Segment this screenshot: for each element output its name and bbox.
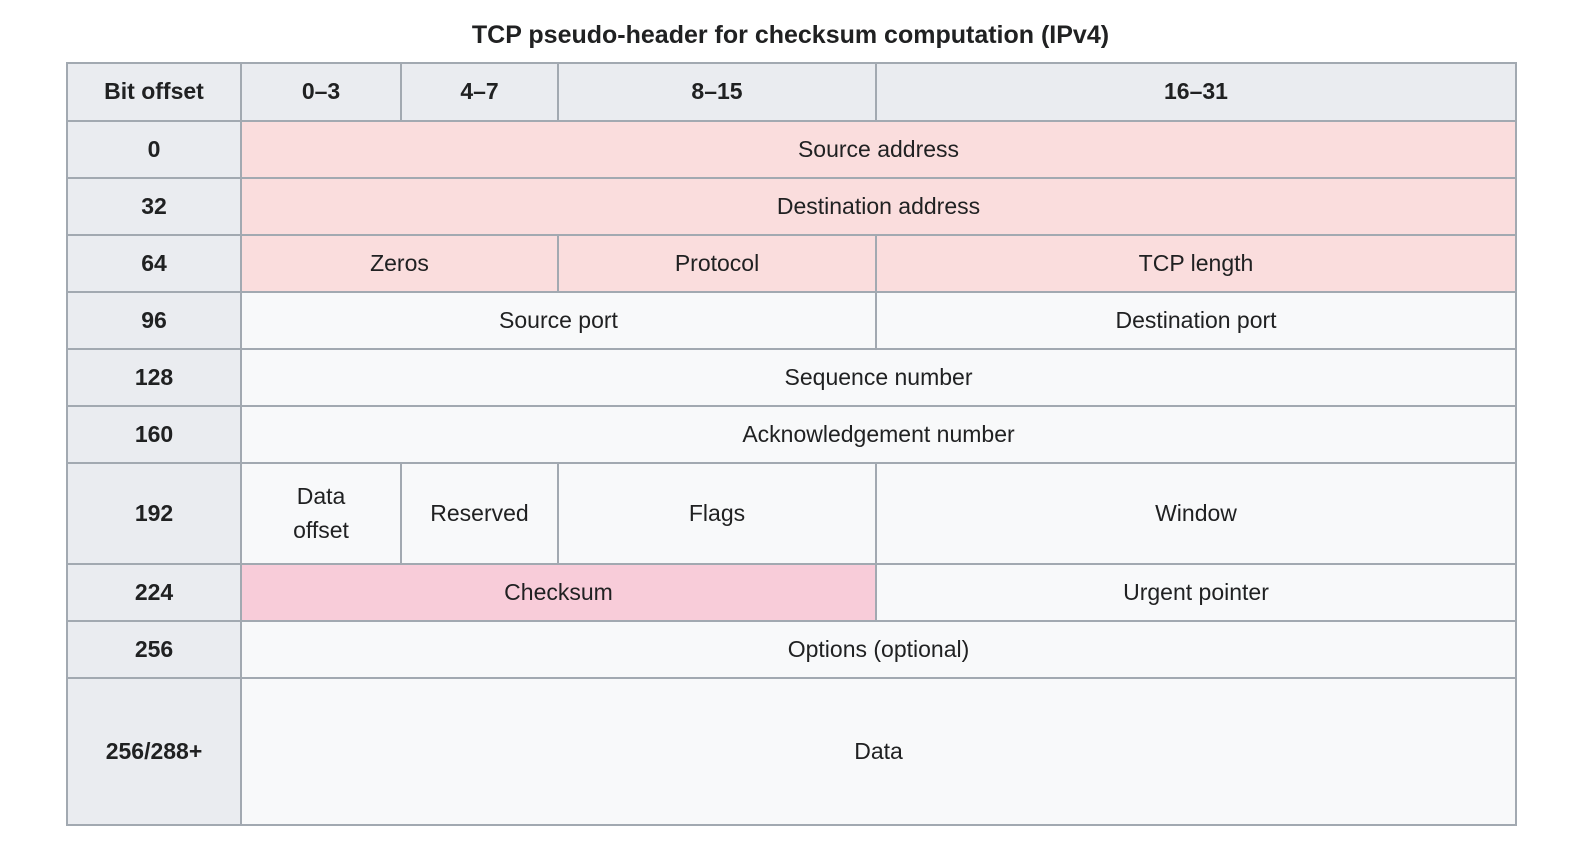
bit-offset-96: 96: [66, 291, 242, 350]
field-cell-reserved: Reserved: [400, 462, 559, 565]
table-row: 32 Destination address: [66, 177, 1517, 236]
table-caption: TCP pseudo-header for checksum computati…: [471, 21, 1110, 49]
table-row: 96 Source port Destination port: [66, 291, 1517, 350]
field-cell-source-port: Source port: [240, 291, 877, 350]
tcp-pseudo-header-figure: TCP pseudo-header for checksum computati…: [66, 18, 1517, 826]
bit-offset-0: 0: [66, 120, 242, 179]
column-header-4-7: 4–7: [400, 62, 559, 122]
table-row: 192 Data offset Reserved Flags Window: [66, 462, 1517, 565]
bit-offset-128: 128: [66, 348, 242, 407]
bit-offset-160: 160: [66, 405, 242, 464]
field-cell-data-offset: Data offset: [240, 462, 402, 565]
bit-offset-224: 224: [66, 563, 242, 622]
field-cell-options-optional: Options (optional): [240, 620, 1517, 679]
field-cell-tcp-length: TCP length: [875, 234, 1517, 293]
bit-offset-32: 32: [66, 177, 242, 236]
column-header-row: Bit offset 0–3 4–7 8–15 16–31: [66, 62, 1517, 122]
field-cell-line: Data: [296, 483, 346, 510]
field-cell-window: Window: [875, 462, 1517, 565]
bit-offset-256-288: 256/288+: [66, 677, 242, 826]
field-cell-acknowledgement-number: Acknowledgement number: [240, 405, 1517, 464]
column-header-0-3: 0–3: [240, 62, 402, 122]
field-cell-sequence-number: Sequence number: [240, 348, 1517, 407]
table-row: 128 Sequence number: [66, 348, 1517, 407]
table-row: 224 Checksum Urgent pointer: [66, 563, 1517, 622]
field-cell-source-address: Source address: [240, 120, 1517, 179]
field-cell-flags: Flags: [557, 462, 877, 565]
field-cell-protocol: Protocol: [557, 234, 877, 293]
table-row: 64 Zeros Protocol TCP length: [66, 234, 1517, 293]
field-cell-zeros: Zeros: [240, 234, 559, 293]
column-header-bit-offset: Bit offset: [66, 62, 242, 122]
bit-offset-192: 192: [66, 462, 242, 565]
field-cell-line: offset: [293, 516, 349, 543]
tcp-pseudo-header-table: Bit offset 0–3 4–7 8–15 16–31 0 Source addres…: [66, 62, 1517, 826]
field-cell-checksum: Checksum: [240, 563, 877, 622]
table-row: 0 Source address: [66, 120, 1517, 179]
table-row: 256 Options (optional): [66, 620, 1517, 679]
table-row: 160 Acknowledgement number: [66, 405, 1517, 464]
column-header-8-15: 8–15: [557, 62, 877, 122]
field-cell-urgent-pointer: Urgent pointer: [875, 563, 1517, 622]
field-cell-data: Data: [240, 677, 1517, 826]
column-header-16-31: 16–31: [875, 62, 1517, 122]
bit-offset-256: 256: [66, 620, 242, 679]
bit-offset-64: 64: [66, 234, 242, 293]
field-cell-destination-port: Destination port: [875, 291, 1517, 350]
table-body: 0 Source address 32 Destination address 64 Ze…: [66, 120, 1517, 826]
table-header: Bit offset 0–3 4–7 8–15 16–31: [66, 62, 1517, 122]
field-cell-destination-address: Destination address: [240, 177, 1517, 236]
table-row: 256/288+ Data: [66, 677, 1517, 826]
